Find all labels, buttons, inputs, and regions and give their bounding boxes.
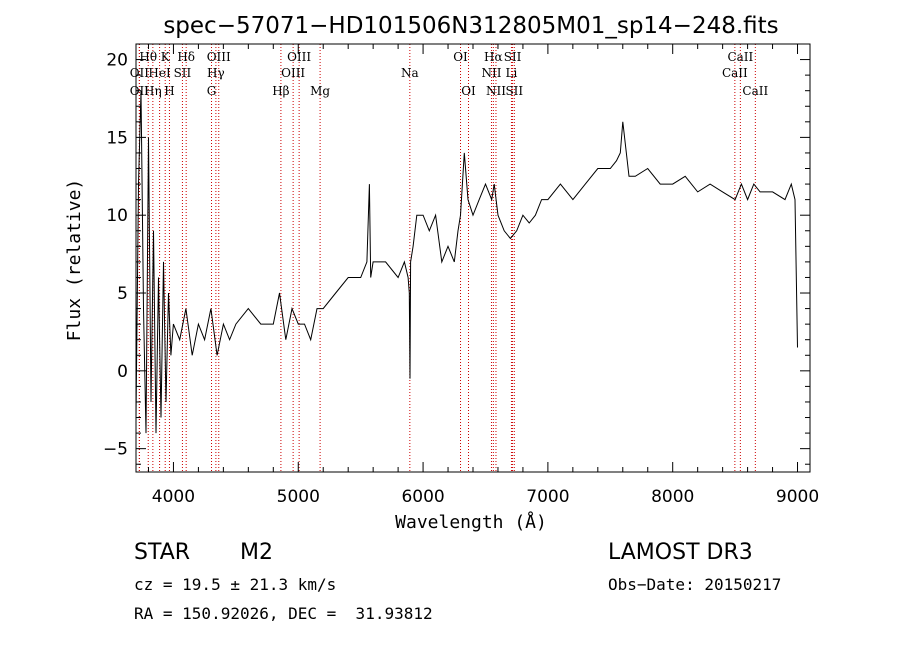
x-tick-label: 8000 [651, 487, 694, 507]
observation-date: Obs−Date: 20150217 [608, 575, 782, 594]
y-tick-label: 20 [106, 51, 128, 71]
x-axis-label: Wavelength (Å) [395, 511, 547, 533]
redshift-readout: cz = 19.5 ± 21.3 km/s [134, 575, 337, 594]
emission-line-label: Hγ [207, 66, 225, 80]
emission-line-label: G [207, 84, 217, 98]
emission-line-label: Hβ [272, 84, 289, 98]
x-tick-label: 6000 [401, 487, 444, 507]
emission-line-label: Li [506, 66, 518, 80]
emission-line-label: OII [130, 66, 150, 80]
emission-line-markers [138, 44, 756, 472]
emission-line-label: CaII [727, 50, 753, 64]
x-axis-ticks: 4000 5000 6000 7000 8000 9000 [147, 44, 819, 507]
emission-line-label: Hη [144, 84, 162, 98]
emission-line-label: Hα [484, 50, 503, 64]
y-tick-label: 5 [117, 284, 128, 304]
emission-line-label: Mg [310, 84, 330, 98]
emission-line-label: H [164, 84, 174, 98]
emission-line-label: SII [505, 84, 523, 98]
y-axis-ticks: −5 0 5 10 15 20 [103, 43, 810, 465]
emission-line-label: OIII [281, 66, 305, 80]
emission-line-label: CaII [722, 66, 748, 80]
y-axis-label: Flux (relative) [64, 179, 85, 342]
y-tick-label: 15 [106, 128, 128, 148]
emission-line-label: Na [401, 66, 419, 80]
emission-line-label: NII [486, 84, 506, 98]
y-tick-label: 0 [117, 362, 128, 382]
emission-line-label: Hθ [139, 50, 157, 64]
x-tick-label: 7000 [526, 487, 569, 507]
emission-line-label: OI [453, 50, 468, 64]
x-tick-label: 9000 [776, 487, 819, 507]
object-subclass: M2 [240, 540, 273, 565]
emission-line-label: NII [481, 66, 501, 80]
emission-line-label: CaII [742, 84, 768, 98]
coordinates-readout: RA = 150.92026, DEC = 31.93812 [134, 604, 433, 623]
emission-line-label: HeI [148, 66, 171, 80]
object-class: STAR [134, 540, 191, 565]
plot-frame [135, 43, 811, 473]
emission-line-label: Hδ [177, 50, 195, 64]
flux-series-line [135, 90, 798, 434]
emission-line-label: OI [461, 84, 476, 98]
emission-line-label: OIII [207, 50, 231, 64]
survey-name: LAMOST DR3 [608, 540, 753, 565]
emission-line-label: K [161, 50, 171, 64]
y-tick-label: −5 [103, 440, 128, 460]
emission-line-label: SII [504, 50, 522, 64]
x-tick-label: 4000 [152, 487, 195, 507]
emission-line-label: SII [174, 66, 192, 80]
x-tick-label: 5000 [277, 487, 320, 507]
y-tick-label: 10 [106, 206, 128, 226]
emission-line-label: OIII [287, 50, 311, 64]
chart-title: spec−57071−HD101506N312805M01_sp14−248.f… [163, 13, 778, 39]
